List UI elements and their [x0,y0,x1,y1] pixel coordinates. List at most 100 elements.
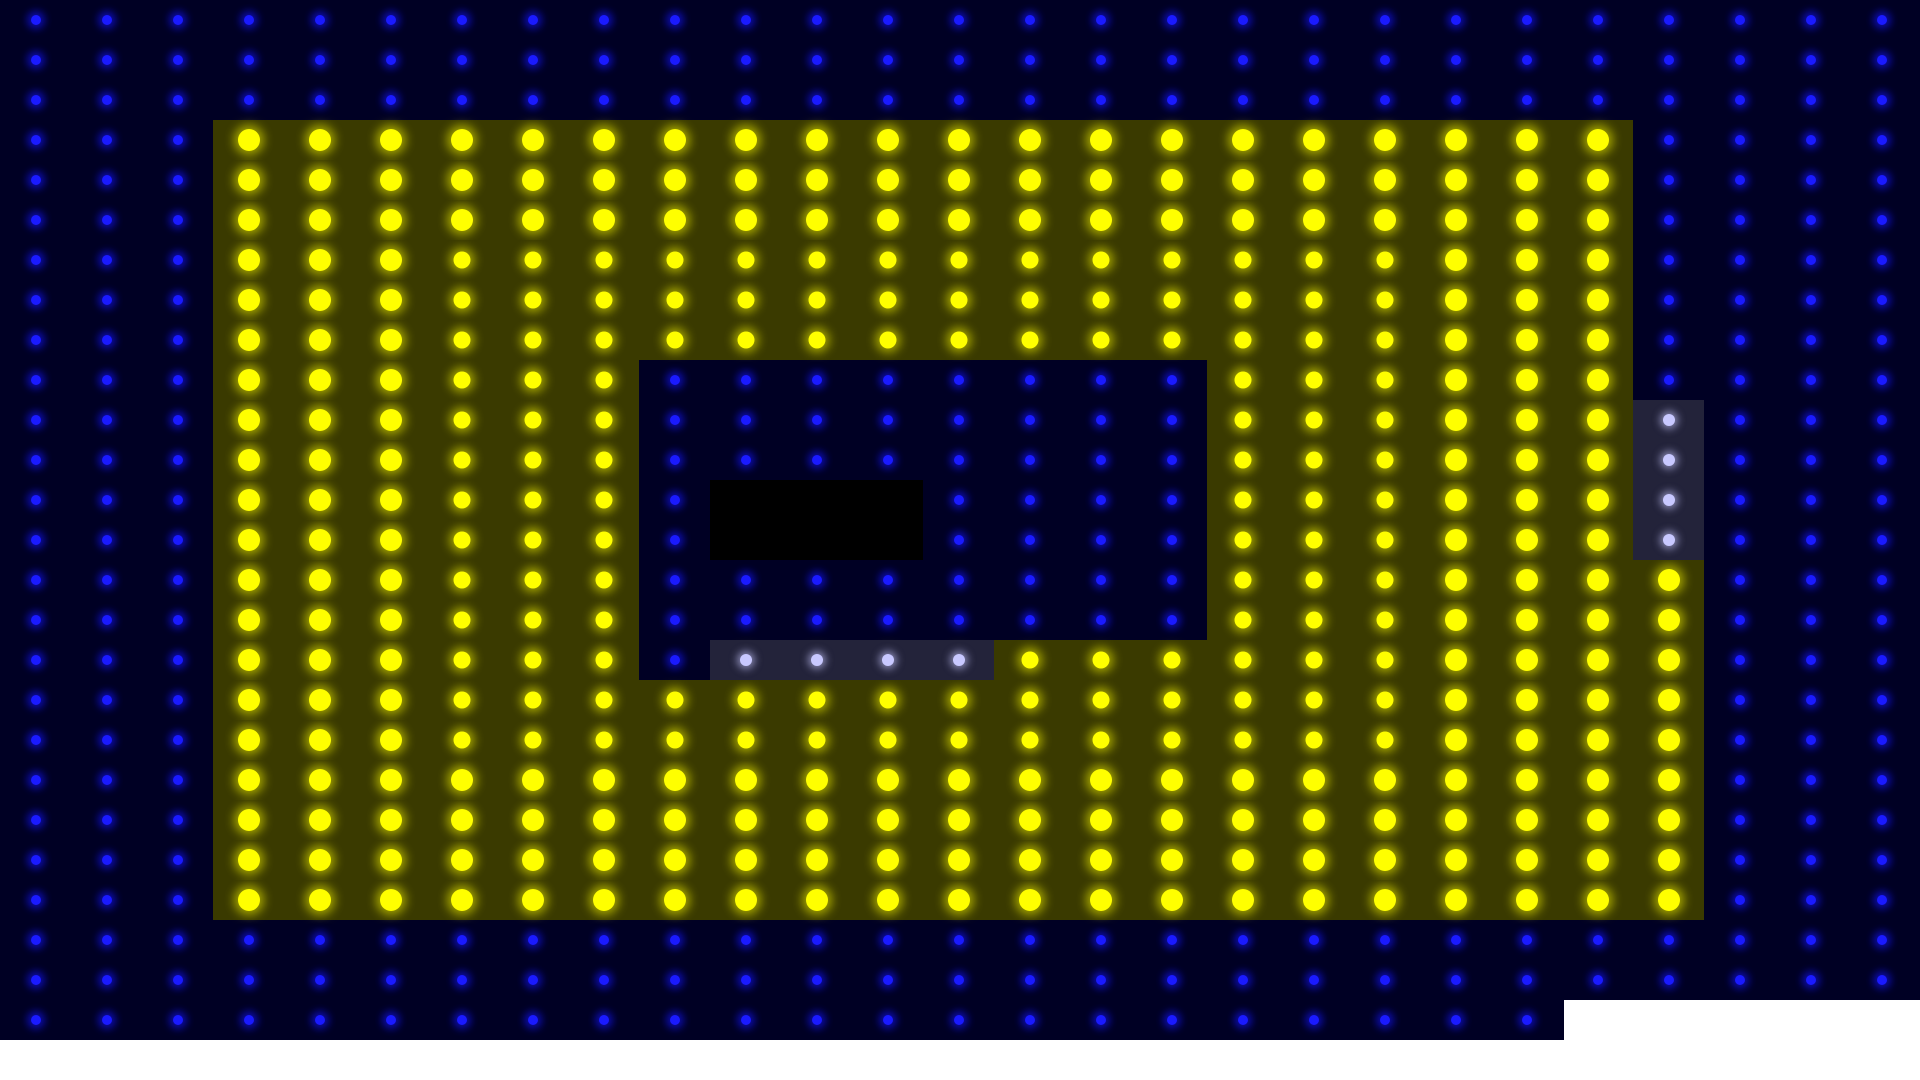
lit-dot [379,649,402,671]
lit-dot [308,449,331,471]
grid-cell [1278,240,1349,280]
lit-dot [1515,329,1538,351]
lit-dot [1444,689,1467,711]
lit-dot [595,411,612,429]
grid-cell [1846,480,1917,520]
empty-dot [101,775,112,785]
lit-dot [1657,649,1680,671]
empty-dot [172,775,183,785]
lit-dot [1515,529,1538,551]
grid-cell [1420,320,1491,360]
grid-cell [852,0,923,40]
grid-cell [1065,840,1136,880]
lit-dot [663,169,686,191]
fading-dot [739,654,752,666]
grid-cell [568,600,639,640]
grid-cell [355,40,426,80]
empty-dot [953,455,964,465]
grid-cell [1775,400,1846,440]
lit-dot [308,409,331,431]
lit-dot [1163,291,1180,309]
grid-cell [1207,600,1278,640]
grid-cell [142,600,213,640]
grid-cell [1136,520,1207,560]
grid-cell [355,200,426,240]
empty-dot [669,575,680,585]
grid-cell [1136,320,1207,360]
grid-cell [142,720,213,760]
grid-cell [1775,160,1846,200]
grid-cell [1562,800,1633,840]
lit-dot [1302,809,1325,831]
grid-cell [142,0,213,40]
empty-dot [598,55,609,65]
grid-cell [284,520,355,560]
lit-dot [237,889,260,911]
lit-dot [1018,889,1041,911]
grid-cell [1775,520,1846,560]
empty-dot [101,815,112,825]
lit-dot [1160,769,1183,791]
grid-cell [923,560,994,600]
grid-cell [1491,200,1562,240]
lit-dot [379,809,402,831]
lit-dot [237,689,260,711]
empty-dot [740,415,751,425]
empty-dot [1166,55,1177,65]
grid-cell [497,560,568,600]
lit-dot [450,849,473,871]
grid-cell [284,720,355,760]
empty-dot [1166,375,1177,385]
grid-cell [1420,800,1491,840]
grid-cell [355,560,426,600]
empty-dot [1095,375,1106,385]
lit-dot [1231,809,1254,831]
empty-dot [101,255,112,265]
grid-cell [1562,120,1633,160]
grid-cell [0,40,71,80]
grid-cell [1846,80,1917,120]
grid-cell [781,40,852,80]
grid-cell [1207,440,1278,480]
lit-dot [595,531,612,549]
empty-dot [669,615,680,625]
empty-dot [101,895,112,905]
lit-dot [1234,531,1251,549]
lit-dot [1515,169,1538,191]
grid-cell [994,440,1065,480]
grid-cell [1136,560,1207,600]
empty-dot [1805,255,1816,265]
grid-cell [852,120,923,160]
lit-dot [1515,369,1538,391]
lit-dot [379,449,402,471]
empty-dot [527,935,538,945]
fading-dot [1662,414,1675,426]
lit-dot [1586,649,1609,671]
lit-dot [1586,329,1609,351]
empty-dot [172,175,183,185]
grid-cell [1349,320,1420,360]
grid-cell [1349,720,1420,760]
grid-cell [710,920,781,960]
grid-cell [568,240,639,280]
grid-cell [639,800,710,840]
grid-cell [1846,360,1917,400]
empty-dot [101,335,112,345]
lit-dot [524,491,541,509]
lit-dot [1515,889,1538,911]
grid-cell [142,320,213,360]
lit-dot [1586,409,1609,431]
empty-dot [1521,55,1532,65]
lit-dot [1444,889,1467,911]
empty-dot [1734,735,1745,745]
lit-dot [1586,289,1609,311]
grid-cell [710,160,781,200]
grid-cell [568,360,639,400]
grid-cell [284,640,355,680]
grid-cell [1065,480,1136,520]
grid-cell [284,40,355,80]
lit-dot [1305,571,1322,589]
grid-cell [568,200,639,240]
grid-cell [1562,40,1633,80]
grid-cell [0,760,71,800]
